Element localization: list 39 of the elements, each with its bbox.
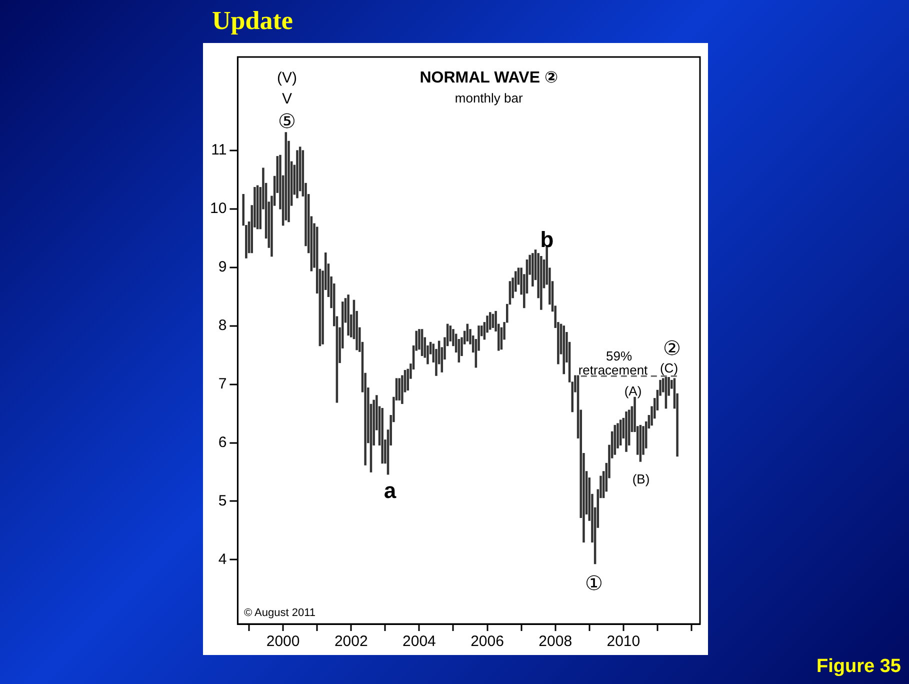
annotation: (A) [624,384,642,398]
annotation: (V) [277,70,297,86]
annotation: ① [585,571,603,595]
x-tick-label: 2002 [334,633,368,650]
y-tick-label: 10 [210,200,227,218]
bar [296,150,298,198]
y-tick-label: 6 [218,434,227,451]
caption: Figure 35 [816,656,901,678]
annotation: V [282,90,292,108]
bar [398,378,400,400]
bar [381,408,384,464]
x-tick-label: 2006 [470,633,504,650]
bar [347,294,350,336]
bar [540,256,542,310]
y-tick-label: 4 [218,550,227,568]
annotation: a [384,478,396,504]
x-tick-label: 2008 [538,633,572,650]
annotation: (B) [632,472,650,486]
x-tick-label: 2004 [402,633,436,650]
text: monthly bar [454,90,524,106]
text: Update [212,6,293,36]
annotation: 59% [606,348,632,364]
y-tick-label: 9 [218,258,227,276]
y-tick-label: 11 [211,142,227,159]
y-tick-label: 7 [218,375,227,392]
bar [532,253,534,286]
y-tick-label: 5 [218,492,227,510]
text: NORMAL WAVE ② [420,69,558,86]
x-tick-label: 2010 [606,633,640,650]
annotation: ② [663,336,681,360]
annotation: ⑤ [278,109,296,133]
annotation: retracement [578,362,648,378]
bar [562,326,565,374]
annotation: (C) [660,360,678,376]
x-tick-label: 2000 [266,633,300,650]
annotation: © August 2011 [244,607,316,619]
y-tick-label: 8 [218,317,227,334]
annotation: b [540,227,554,253]
bar [625,411,628,452]
